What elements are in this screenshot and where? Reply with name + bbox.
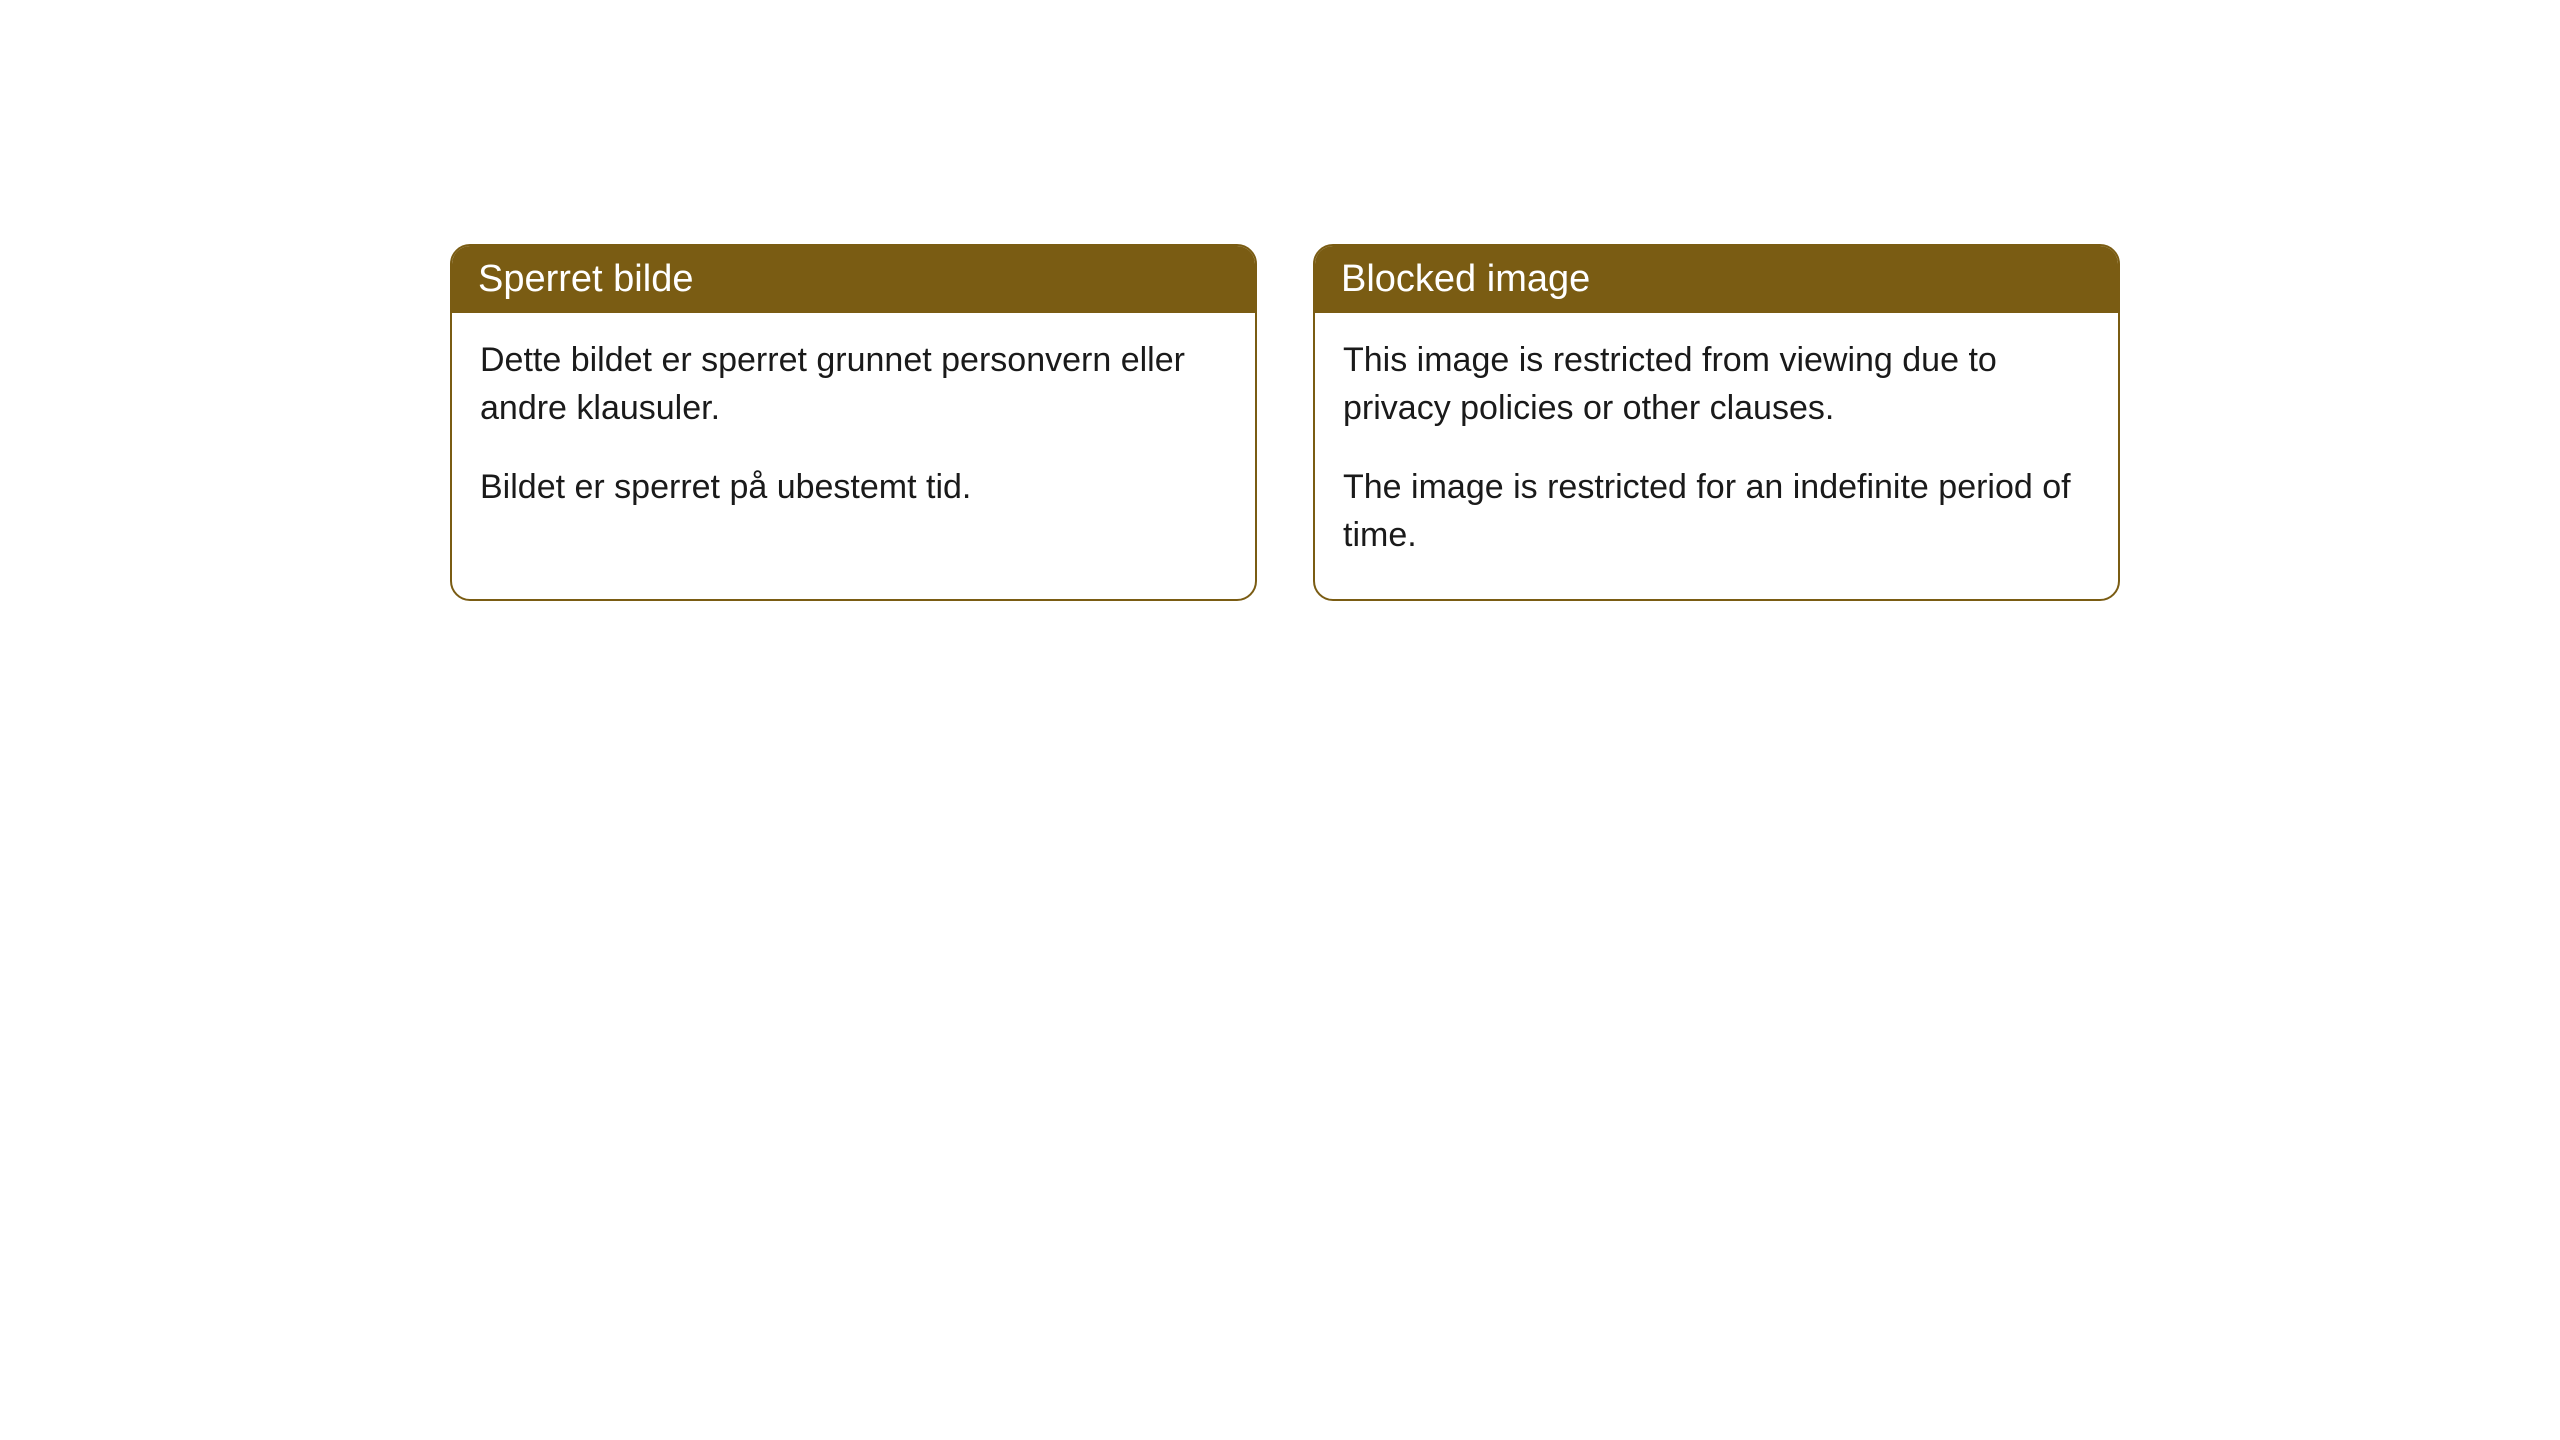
notice-cards-container: Sperret bilde Dette bildet er sperret gr… [450,244,2120,601]
card-paragraph-2-english: The image is restricted for an indefinit… [1343,464,2090,559]
card-body-english: This image is restricted from viewing du… [1315,313,2118,599]
blocked-image-card-norwegian: Sperret bilde Dette bildet er sperret gr… [450,244,1257,601]
card-header-norwegian: Sperret bilde [452,246,1255,313]
card-paragraph-1-norwegian: Dette bildet er sperret grunnet personve… [480,337,1227,432]
card-header-english: Blocked image [1315,246,2118,313]
card-paragraph-1-english: This image is restricted from viewing du… [1343,337,2090,432]
card-body-norwegian: Dette bildet er sperret grunnet personve… [452,313,1255,552]
card-title-norwegian: Sperret bilde [478,258,693,300]
blocked-image-card-english: Blocked image This image is restricted f… [1313,244,2120,601]
card-paragraph-2-norwegian: Bildet er sperret på ubestemt tid. [480,464,1227,512]
card-title-english: Blocked image [1341,258,1590,300]
